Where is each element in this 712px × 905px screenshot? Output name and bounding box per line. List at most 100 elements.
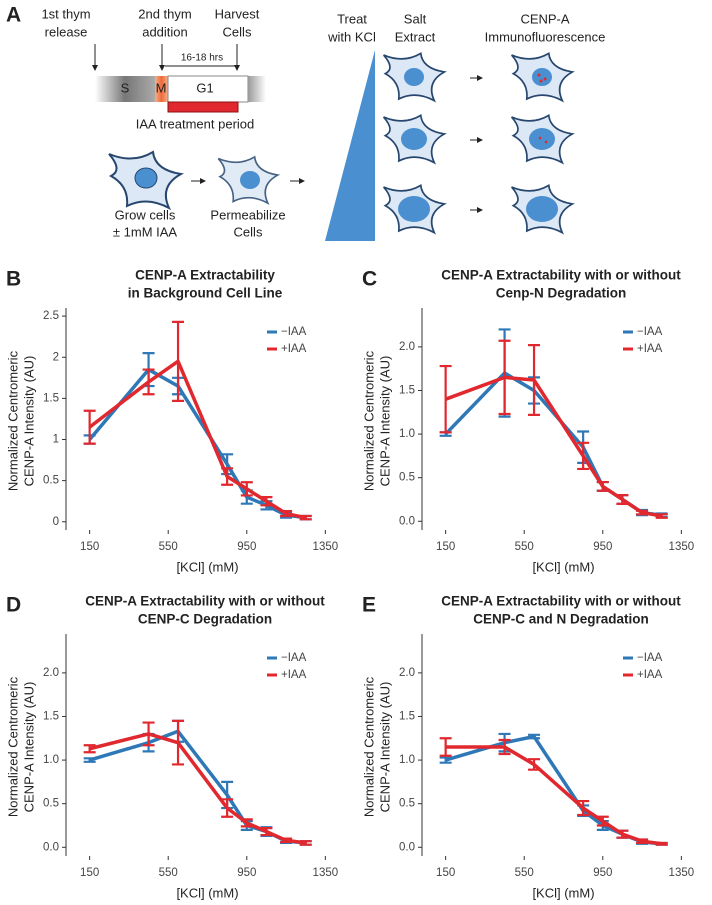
y-axis-title: Normalized Centromeric (361, 350, 376, 491)
y-tick-label: 2.0 (399, 341, 415, 353)
label: S (121, 80, 130, 95)
y-tick-label: 0.0 (399, 841, 415, 853)
error-bar (83, 744, 96, 754)
y-tick-label: 2.5 (43, 310, 59, 322)
x-tick-label: 1350 (669, 867, 695, 879)
series-line (88, 359, 307, 520)
legend-label: −IAA (281, 326, 307, 338)
error-bar (596, 480, 609, 492)
chart-panel: B CENP-A Extractability in Background Cell… (5, 268, 338, 575)
y-axis-title: CENP-A Intensity (AU) (377, 682, 392, 813)
x-tick-label: 950 (593, 541, 612, 553)
y-tick-label: 0.0 (399, 515, 415, 527)
x-tick-label: 150 (80, 541, 99, 553)
legend-label: +IAA (281, 669, 307, 681)
y-tick-label: 1.0 (399, 754, 415, 766)
series-line (445, 745, 662, 846)
error-bar (83, 757, 96, 763)
label: Immunofluorescence (485, 29, 606, 44)
y-tick-label: 1.5 (43, 711, 59, 723)
x-tick-label: 1350 (313, 541, 339, 553)
x-tick-label: 150 (80, 867, 99, 879)
error-bar (439, 737, 452, 757)
nucleus (240, 171, 260, 189)
label: addition (142, 24, 188, 39)
x-axis-title: [KCl] (mM) (532, 559, 594, 574)
x-axis-title: [KCl] (mM) (532, 885, 594, 900)
chart-panel: E CENP-A Extractability with or without CE… (361, 594, 694, 901)
chart-title: CENP-A Extractability with or without (85, 594, 325, 609)
y-tick-label: 2 (53, 351, 59, 363)
y-tick-label: 1.0 (43, 754, 59, 766)
y-tick-label: 0.5 (399, 798, 415, 810)
x-tick-label: 550 (515, 541, 534, 553)
error-bar (221, 798, 234, 818)
y-tick-label: 2.0 (399, 667, 415, 679)
label: Extract (395, 29, 436, 44)
error-bar (260, 495, 273, 507)
error-bar (636, 838, 649, 845)
label: IAA treatment period (136, 116, 255, 131)
error-bar (528, 344, 541, 416)
x-tick-label: 550 (159, 867, 178, 879)
phase-s (95, 76, 155, 102)
label: 1st thym (41, 6, 90, 21)
x-tick-label: 150 (436, 541, 455, 553)
error-bar (616, 829, 629, 839)
series-line (445, 734, 662, 846)
label: Cells (234, 224, 263, 239)
legend-label: −IAA (637, 326, 663, 338)
label: Treat (337, 11, 367, 26)
chart-panel: C CENP-A Extractability with or without Ce… (361, 268, 694, 575)
y-tick-label: 0.0 (43, 841, 59, 853)
treatment-bar (167, 101, 239, 113)
x-axis-title: [KCl] (mM) (176, 885, 238, 900)
label: with KCl (327, 29, 376, 44)
error-bar (528, 733, 541, 740)
x-tick-label: 150 (436, 867, 455, 879)
label: Grow cells (115, 207, 176, 222)
chart-panel: D CENP-A Extractability with or without CE… (5, 594, 338, 901)
x-tick-label: 1350 (313, 867, 339, 879)
error-bar (655, 513, 668, 519)
error-bar (299, 840, 312, 846)
panel-letter: A (6, 4, 21, 27)
y-tick-label: 2.0 (43, 667, 59, 679)
panel-a: A 1st thym release 2nd thym addition Har… (6, 4, 605, 241)
chart-title: CENP-C and N Degradation (473, 612, 649, 627)
error-bar (280, 837, 293, 844)
phase-end (248, 76, 266, 102)
error-bar (240, 818, 253, 828)
x-tick-label: 950 (237, 541, 256, 553)
error-bar (528, 758, 541, 771)
y-tick-label: 0 (53, 516, 59, 528)
x-tick-label: 950 (237, 867, 256, 879)
y-tick-label: 1.5 (399, 385, 415, 397)
chart-title: CENP-C Degradation (138, 612, 272, 627)
error-bar (221, 467, 234, 486)
extract-cells (382, 52, 574, 234)
error-bar (172, 320, 185, 402)
label: G1 (196, 80, 213, 95)
x-tick-label: 550 (159, 541, 178, 553)
error-bar (142, 721, 155, 747)
error-bar (498, 339, 511, 416)
label: M (156, 80, 167, 95)
error-bar (616, 494, 629, 505)
x-tick-label: 550 (515, 867, 534, 879)
panel-letter: C (362, 268, 377, 291)
arrows (470, 75, 483, 213)
phase-m (155, 76, 168, 102)
y-axis-title: CENP-A Intensity (AU) (21, 356, 36, 487)
y-tick-label: 0.5 (43, 475, 59, 487)
label: release (45, 24, 88, 39)
error-bar (596, 815, 609, 827)
y-axis-title: CENP-A Intensity (AU) (377, 356, 392, 487)
y-tick-label: 1.5 (399, 711, 415, 723)
label: ± 1mM IAA (113, 224, 178, 239)
nucleus (134, 167, 158, 189)
error-bar (577, 441, 590, 471)
series-line (88, 367, 306, 520)
y-axis-title: Normalized Centromeric (5, 676, 20, 817)
legend-label: −IAA (281, 652, 307, 664)
